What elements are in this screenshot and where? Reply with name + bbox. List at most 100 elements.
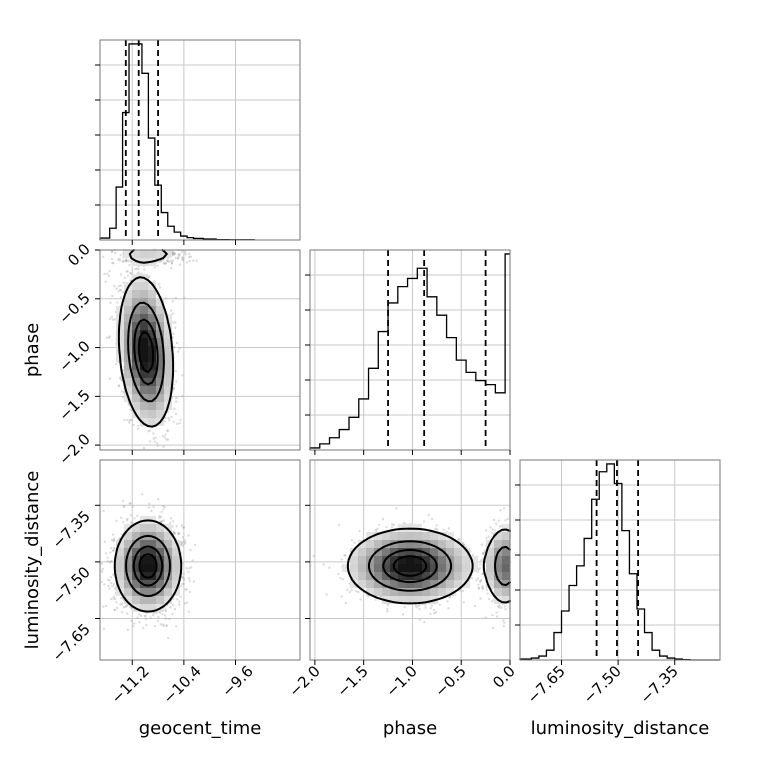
density-cell	[140, 282, 148, 290]
scatter-point	[148, 502, 151, 505]
scatter-point	[169, 309, 173, 312]
scatter-point	[177, 253, 180, 256]
scatter-point	[415, 606, 418, 609]
scatter-point	[164, 608, 167, 611]
scatter-point	[165, 438, 168, 441]
scatter-point	[112, 261, 115, 265]
scatter-point	[136, 514, 139, 518]
scatter-point	[435, 524, 438, 527]
scatter-point	[109, 551, 112, 554]
scatter-point	[119, 296, 123, 299]
scatter-point	[328, 566, 331, 569]
scatter-point	[167, 260, 171, 263]
scatter-point	[442, 528, 445, 532]
scatter-point	[119, 254, 123, 257]
scatter-point	[159, 260, 163, 263]
scatter-point	[120, 597, 123, 600]
scatter-point	[147, 430, 150, 433]
scatter-point	[112, 573, 115, 576]
scatter-point	[458, 537, 461, 540]
scatter-point	[485, 536, 488, 540]
scatter-point	[145, 624, 148, 627]
scatter-point	[173, 252, 177, 255]
scatter-point	[152, 505, 155, 508]
scatter-point	[160, 510, 163, 514]
scatter-point	[113, 608, 116, 611]
scatter-point	[163, 614, 167, 617]
scatter-point	[503, 621, 506, 624]
density-cell	[148, 410, 156, 418]
scatter-point	[172, 597, 175, 601]
scatter-point	[117, 385, 120, 388]
scatter-point	[153, 280, 156, 283]
scatter-point	[189, 548, 192, 552]
density-cell	[164, 370, 172, 378]
scatter-point	[129, 271, 132, 275]
density-cell	[132, 314, 140, 322]
scatter-point	[132, 423, 135, 427]
scatter-point	[154, 436, 157, 439]
scatter-point	[484, 616, 487, 619]
panel-distance-vs-phase	[305, 459, 512, 665]
scatter-point	[126, 418, 129, 422]
density-cell	[116, 564, 124, 572]
scatter-point	[129, 408, 132, 411]
scatter-point	[114, 251, 117, 255]
scatter-point	[115, 519, 118, 522]
scatter-point	[187, 534, 190, 537]
scatter-point	[178, 422, 181, 425]
scatter-point	[173, 531, 177, 535]
scatter-point	[169, 606, 172, 609]
scatter-point	[475, 578, 478, 582]
scatter-point	[155, 442, 159, 445]
histogram	[309, 253, 510, 450]
scatter-point	[111, 533, 115, 536]
scatter-point	[156, 444, 160, 447]
scatter-point	[106, 559, 109, 563]
scatter-point	[173, 407, 176, 411]
scatter-point	[176, 422, 179, 426]
scatter-point	[157, 615, 160, 619]
scatter-point	[122, 396, 125, 399]
scatter-point	[122, 606, 126, 609]
density-scatter	[312, 507, 512, 630]
scatter-point	[172, 603, 175, 607]
scatter-point	[180, 542, 183, 545]
scatter-point	[106, 556, 109, 559]
scatter-point	[158, 282, 161, 286]
scatter-point	[149, 616, 152, 619]
scatter-point	[102, 627, 106, 630]
scatter-point	[188, 580, 191, 583]
scatter-point	[109, 301, 112, 304]
scatter-point	[344, 601, 347, 605]
scatter-point	[111, 294, 114, 298]
scatter-point	[129, 514, 132, 517]
scatter-point	[169, 517, 173, 520]
scatter-point	[350, 589, 353, 592]
scatter-point	[502, 507, 506, 510]
scatter-point	[108, 274, 111, 278]
scatter-point	[104, 552, 108, 555]
density-cell	[140, 386, 148, 394]
scatter-point	[477, 583, 480, 586]
scatter-point	[157, 498, 160, 501]
scatter-point	[487, 535, 491, 538]
scatter-point	[109, 597, 113, 601]
scatter-point	[170, 261, 174, 264]
scatter-point	[178, 600, 181, 603]
scatter-point	[110, 250, 114, 253]
scatter-point	[161, 434, 165, 438]
density-cell	[132, 282, 140, 290]
scatter-point	[179, 418, 182, 422]
scatter-point	[126, 518, 129, 522]
density-cell	[156, 596, 164, 604]
scatter-point	[182, 256, 185, 259]
scatter-point	[169, 259, 173, 262]
scatter-point	[100, 580, 104, 584]
density-cell	[172, 564, 180, 572]
scatter-point	[119, 603, 122, 606]
scatter-point	[162, 624, 165, 628]
scatter-point	[137, 271, 140, 274]
scatter-point	[176, 256, 180, 259]
scatter-point	[164, 433, 167, 436]
